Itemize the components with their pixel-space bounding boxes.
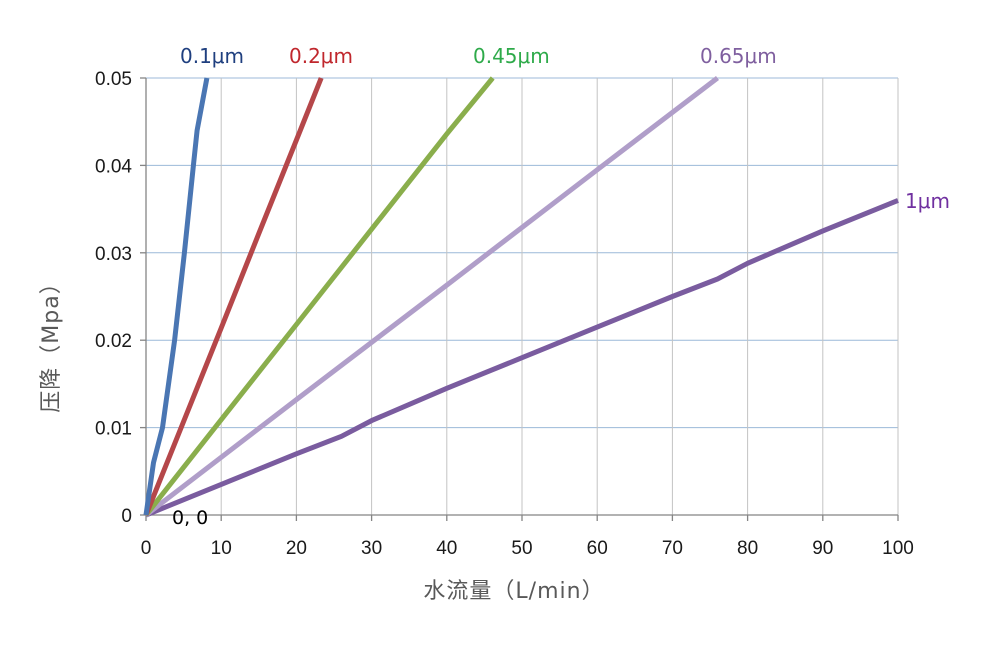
y-tick-label: 0.05	[95, 69, 132, 90]
series-line-0-65-m	[144, 76, 720, 517]
series-line-0-1-m	[143, 77, 210, 516]
series-label: 0.65μm	[700, 44, 777, 68]
x-tick-label: 10	[211, 538, 232, 559]
y-tick-label: 0.01	[95, 419, 132, 440]
series-label: 0.2μm	[289, 44, 353, 68]
axes	[140, 77, 899, 521]
y-tick-label: 0	[121, 506, 132, 527]
y-tick-label: 0.03	[95, 244, 132, 265]
series-line-1-m	[145, 198, 899, 518]
x-tick-label: 30	[361, 538, 382, 559]
x-tick-label: 60	[587, 538, 608, 559]
series-label: 0.1μm	[180, 44, 244, 68]
series-label: 1μm	[905, 189, 950, 213]
series-lines	[143, 76, 899, 518]
y-tick-label: 0.04	[95, 156, 132, 177]
series-line-0-2-m	[143, 77, 324, 516]
tick-labels: 0 0.01 0.02 0.03 0.04 0.05 0 10 20 30 40 50 60 70 80 90…	[95, 69, 914, 559]
series-line-0-45-m	[144, 76, 495, 517]
series-labels: 0.1μm 0.2μm 0.45μm 0.65μm 1μm 0, 0	[172, 44, 950, 529]
x-tick-label: 100	[882, 538, 914, 559]
x-tick-label: 70	[662, 538, 683, 559]
x-tick-label: 40	[436, 538, 457, 559]
x-tick-label: 80	[737, 538, 758, 559]
x-tick-label: 20	[286, 538, 307, 559]
series-label: 0.45μm	[473, 44, 550, 68]
x-tick-label: 90	[812, 538, 833, 559]
x-tick-label: 0	[141, 538, 152, 559]
gridlines	[146, 77, 899, 515]
x-axis-title: 水流量（L/min）	[423, 579, 604, 604]
origin-annotation: 0, 0	[172, 507, 208, 529]
y-tick-label: 0.02	[95, 331, 132, 352]
x-tick-label: 50	[511, 538, 532, 559]
y-axis-title: 压降（Mpa）	[39, 271, 64, 412]
